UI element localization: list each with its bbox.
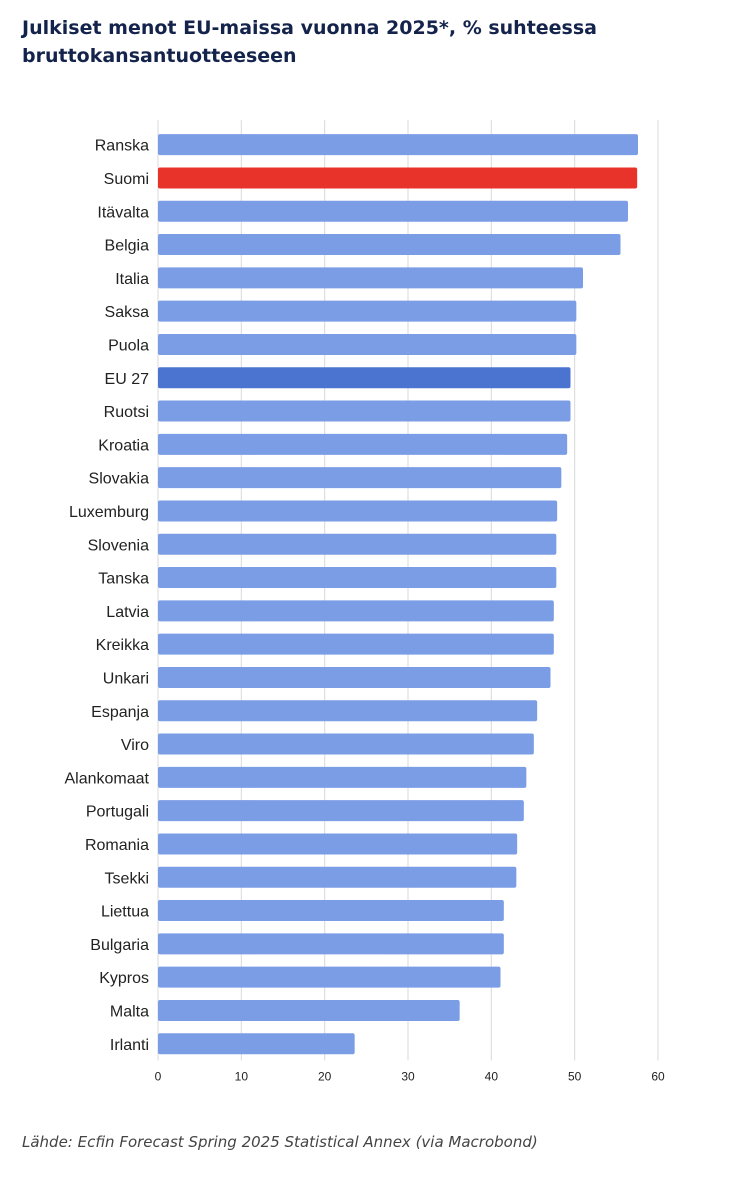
category-label: Kypros (99, 970, 149, 987)
bar-romania (158, 833, 518, 855)
bar-slovakia (158, 467, 562, 489)
category-label: Malta (110, 1003, 149, 1020)
category-label: Kreikka (96, 637, 149, 654)
source-note: Lähde: Ecfin Forecast Spring 2025 Statis… (22, 1133, 538, 1151)
category-label: Puola (108, 337, 149, 354)
bar-bulgaria (158, 933, 504, 955)
category-label: Slovenia (88, 537, 149, 554)
category-label: Unkari (103, 670, 149, 687)
bar-ruotsi (158, 400, 571, 422)
bar-alankomaat (158, 766, 527, 788)
bar-liettua (158, 900, 504, 922)
category-label: Romania (85, 837, 149, 854)
bar-unkari (158, 666, 551, 688)
x-axis-ticks: 0 10 20 30 40 50 60 (155, 1069, 665, 1083)
category-label: Kroatia (98, 437, 149, 454)
category-label: Slovakia (89, 471, 150, 488)
category-label: Saksa (105, 304, 150, 321)
category-label: Ruotsi (104, 404, 149, 421)
bar-kroatia (158, 433, 568, 455)
bar-eu-27 (158, 367, 571, 389)
category-label: Bulgaria (90, 937, 149, 954)
x-tick-label: 60 (651, 1069, 665, 1083)
category-label: Belgia (105, 238, 150, 255)
category-labels: Ranska Suomi Itävalta Belgia Italia Saksa Puol… (65, 138, 150, 1054)
category-label: Latvia (106, 604, 149, 621)
bar-ranska (158, 134, 638, 156)
category-label: Luxemburg (69, 504, 149, 521)
x-tick-label: 50 (568, 1069, 582, 1083)
category-label: Suomi (104, 171, 149, 188)
bar-latvia (158, 600, 554, 622)
x-tick-label: 30 (401, 1069, 415, 1083)
category-label: Alankomaat (65, 770, 150, 787)
bar-saksa (158, 300, 577, 322)
x-tick-label: 20 (318, 1069, 332, 1083)
category-label: Ranska (95, 138, 149, 155)
bar-viro (158, 733, 534, 755)
category-label: Espanja (91, 704, 149, 721)
category-label: Italia (115, 271, 149, 288)
category-label: Tanska (98, 571, 149, 588)
bar-puola (158, 333, 577, 355)
bar-slovenia (158, 533, 557, 555)
bar-portugali (158, 800, 524, 822)
bar-itävalta (158, 200, 628, 222)
bar-italia (158, 267, 583, 289)
category-label: EU 27 (105, 371, 150, 388)
category-label: Portugali (86, 804, 149, 821)
bar-tanska (158, 567, 557, 589)
category-label: Itävalta (97, 204, 149, 221)
bar-kreikka (158, 633, 554, 655)
bar-kypros (158, 966, 501, 988)
bar-luxemburg (158, 500, 558, 522)
bar-irlanti (158, 1033, 355, 1055)
x-tick-label: 0 (155, 1069, 162, 1083)
bar-malta (158, 999, 460, 1021)
bar-espanja (158, 700, 538, 722)
bars (158, 134, 638, 1055)
category-label: Irlanti (110, 1037, 149, 1054)
bar-belgia (158, 234, 621, 256)
chart-title: Julkiset menot EU-maissa vuonna 2025*, %… (22, 17, 598, 67)
category-label: Viro (121, 737, 149, 754)
category-label: Liettua (101, 904, 149, 921)
bar-suomi (158, 167, 638, 189)
category-label: Tsekki (105, 870, 149, 887)
bar-chart: Ranska Suomi Itävalta Belgia Italia Saksa Puol… (65, 120, 665, 1083)
x-tick-label: 10 (235, 1069, 249, 1083)
x-tick-label: 40 (485, 1069, 499, 1083)
bar-tsekki (158, 866, 517, 888)
